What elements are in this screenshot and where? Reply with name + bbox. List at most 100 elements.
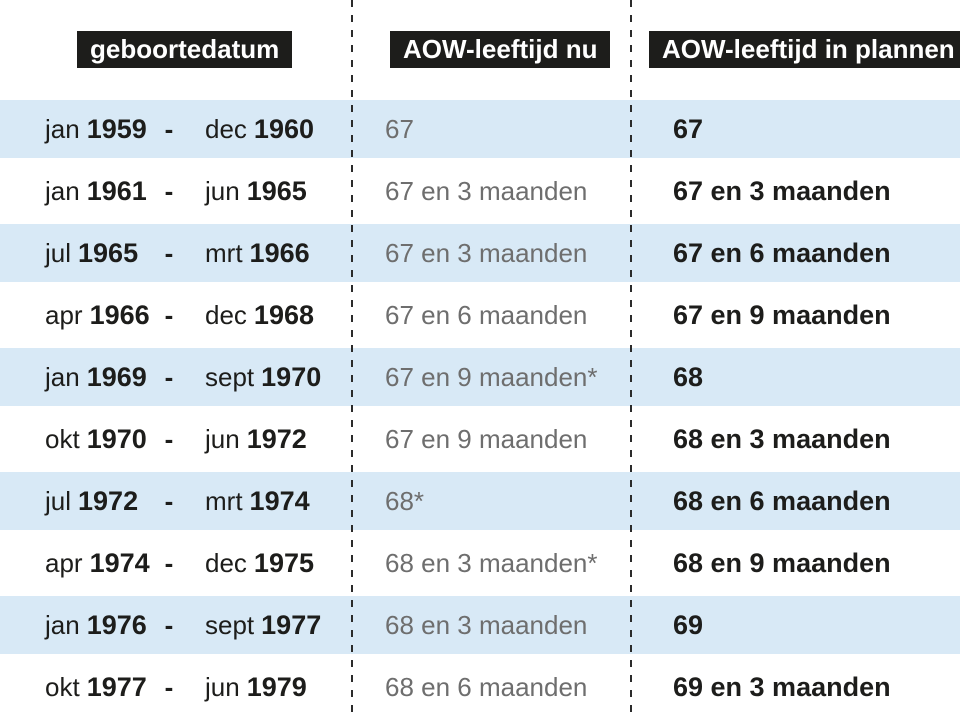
birthdate-from: jan 1959 [45, 100, 147, 158]
aow-plan-cell: 69 en 3 maanden [673, 672, 891, 702]
birthdate-to: mrt 1974 [205, 472, 310, 530]
from-month: jul [45, 238, 72, 268]
range-separator: - [164, 176, 174, 206]
from-year: 1976 [86, 610, 147, 640]
from-month: apr [45, 300, 83, 330]
birthdate-from: jul 1965 [45, 224, 138, 282]
aow-plan-cell: 67 en 9 maanden [673, 300, 891, 330]
table-row: jul 1972 - mrt 1974 68* 68 en 6 maanden [0, 472, 960, 530]
aow-plan-cell: 68 en 6 maanden [673, 486, 891, 516]
to-year: 1965 [246, 176, 307, 206]
to-month: jun [205, 176, 240, 206]
birthdate-cell: jan 1969 - sept 1970 [45, 348, 345, 406]
from-year: 1972 [78, 486, 139, 516]
birthdate-from: jan 1961 [45, 162, 147, 220]
aow-now-cell: 67 en 3 maanden [385, 238, 588, 268]
birthdate-from: apr 1974 [45, 534, 150, 592]
range-separator: - [164, 486, 174, 516]
aow-now-cell: 68 en 3 maanden* [385, 548, 598, 578]
aow-plan-cell: 67 en 3 maanden [673, 176, 891, 206]
birthdate-to: sept 1977 [205, 596, 321, 654]
from-month: okt [45, 424, 80, 454]
from-year: 1961 [86, 176, 147, 206]
birthdate-cell: apr 1966 - dec 1968 [45, 286, 345, 344]
aow-now-cell: 67 [385, 114, 414, 144]
birthdate-to: jun 1972 [205, 410, 307, 468]
from-year: 1970 [86, 424, 147, 454]
to-month: mrt [205, 486, 243, 516]
to-year: 1966 [249, 238, 310, 268]
from-month: okt [45, 672, 80, 702]
column-divider-left [351, 0, 353, 720]
range-separator: - [164, 362, 174, 392]
birthdate-to: jun 1965 [205, 162, 307, 220]
table-row: okt 1970 - jun 1972 67 en 9 maanden 68 en … [0, 410, 960, 468]
birthdate-from: okt 1970 [45, 410, 147, 468]
from-year: 1966 [89, 300, 150, 330]
birthdate-cell: jan 1961 - jun 1965 [45, 162, 345, 220]
aow-now-cell: 67 en 9 maanden [385, 424, 588, 454]
table-row: jul 1965 - mrt 1966 67 en 3 maanden 67 en … [0, 224, 960, 282]
aow-plan-cell: 68 en 3 maanden [673, 424, 891, 454]
birthdate-cell: okt 1970 - jun 1972 [45, 410, 345, 468]
table-row: apr 1966 - dec 1968 67 en 6 maanden 67 en … [0, 286, 960, 344]
from-month: jan [45, 362, 80, 392]
aow-now-cell: 67 en 3 maanden [385, 176, 588, 206]
table-row: jan 1976 - sept 1977 68 en 3 maanden 69 [0, 596, 960, 654]
aow-plan-cell: 67 [673, 114, 704, 144]
birthdate-cell: okt 1977 - jun 1979 [45, 658, 345, 716]
birthdate-to: dec 1975 [205, 534, 314, 592]
table-row: jan 1959 - dec 1960 67 67 [0, 100, 960, 158]
birthdate-from: okt 1977 [45, 658, 147, 716]
from-year: 1969 [86, 362, 147, 392]
column-divider-right [630, 0, 632, 720]
birthdate-to: mrt 1966 [205, 224, 310, 282]
to-month: dec [205, 548, 247, 578]
table-row: apr 1974 - dec 1975 68 en 3 maanden* 68 en… [0, 534, 960, 592]
from-year: 1965 [78, 238, 139, 268]
range-separator: - [164, 424, 174, 454]
to-year: 1975 [253, 548, 314, 578]
to-year: 1972 [246, 424, 307, 454]
birthdate-from: jan 1976 [45, 596, 147, 654]
to-month: sept [205, 362, 255, 392]
aow-plan-cell: 68 [673, 362, 704, 392]
range-separator: - [164, 672, 174, 702]
aow-plan-cell: 69 [673, 610, 704, 640]
from-month: jan [45, 610, 80, 640]
to-year: 1974 [249, 486, 310, 516]
from-year: 1977 [86, 672, 147, 702]
header-aow-leeftijd-in-plannen: AOW-leeftijd in plannen [649, 31, 960, 68]
to-year: 1979 [246, 672, 307, 702]
range-separator: - [164, 548, 174, 578]
aow-now-cell: 67 en 6 maanden [385, 300, 588, 330]
from-month: apr [45, 548, 83, 578]
from-year: 1974 [89, 548, 150, 578]
birthdate-cell: jan 1959 - dec 1960 [45, 100, 345, 158]
birthdate-to: dec 1960 [205, 100, 314, 158]
aow-plan-cell: 68 en 9 maanden [673, 548, 891, 578]
birthdate-cell: jan 1976 - sept 1977 [45, 596, 345, 654]
range-separator: - [164, 238, 174, 268]
birthdate-to: jun 1979 [205, 658, 307, 716]
to-year: 1977 [261, 610, 322, 640]
birthdate-from: jul 1972 [45, 472, 138, 530]
aow-now-cell: 68 en 3 maanden [385, 610, 588, 640]
header-aow-leeftijd-nu: AOW-leeftijd nu [390, 31, 611, 68]
range-separator: - [164, 300, 174, 330]
aow-now-cell: 68 en 6 maanden [385, 672, 588, 702]
to-year: 1970 [261, 362, 322, 392]
table-row: jan 1961 - jun 1965 67 en 3 maanden 67 en … [0, 162, 960, 220]
to-month: jun [205, 672, 240, 702]
birthdate-to: sept 1970 [205, 348, 321, 406]
to-month: sept [205, 610, 255, 640]
range-separator: - [164, 610, 174, 640]
table-row: jan 1969 - sept 1970 67 en 9 maanden* 68 [0, 348, 960, 406]
birthdate-cell: jul 1965 - mrt 1966 [45, 224, 345, 282]
aow-now-cell: 68* [385, 486, 425, 516]
birthdate-to: dec 1968 [205, 286, 314, 344]
header-geboortedatum: geboortedatum [77, 31, 293, 68]
birthdate-cell: apr 1974 - dec 1975 [45, 534, 345, 592]
to-year: 1968 [253, 300, 314, 330]
from-month: jan [45, 176, 80, 206]
